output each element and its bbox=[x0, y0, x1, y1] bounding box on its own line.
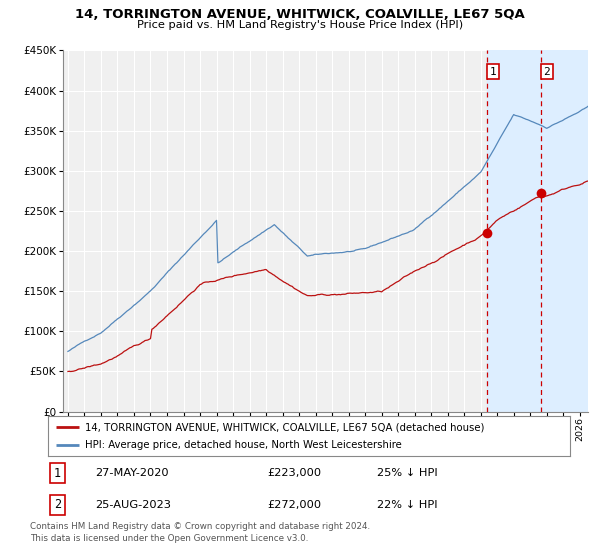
Text: 2: 2 bbox=[544, 67, 550, 77]
Text: £223,000: £223,000 bbox=[267, 468, 322, 478]
Text: 14, TORRINGTON AVENUE, WHITWICK, COALVILLE, LE67 5QA (detached house): 14, TORRINGTON AVENUE, WHITWICK, COALVIL… bbox=[85, 422, 484, 432]
Text: 2: 2 bbox=[54, 498, 61, 511]
Text: HPI: Average price, detached house, North West Leicestershire: HPI: Average price, detached house, Nort… bbox=[85, 440, 401, 450]
Text: 1: 1 bbox=[54, 466, 61, 480]
Bar bbox=[541, 50, 588, 412]
Text: 22% ↓ HPI: 22% ↓ HPI bbox=[377, 500, 437, 510]
Text: 25% ↓ HPI: 25% ↓ HPI bbox=[377, 468, 437, 478]
Text: Contains HM Land Registry data © Crown copyright and database right 2024.
This d: Contains HM Land Registry data © Crown c… bbox=[30, 522, 370, 543]
Text: 25-AUG-2023: 25-AUG-2023 bbox=[95, 500, 171, 510]
Text: Price paid vs. HM Land Registry's House Price Index (HPI): Price paid vs. HM Land Registry's House … bbox=[137, 20, 463, 30]
Text: £272,000: £272,000 bbox=[267, 500, 322, 510]
Text: 1: 1 bbox=[490, 67, 497, 77]
Text: 14, TORRINGTON AVENUE, WHITWICK, COALVILLE, LE67 5QA: 14, TORRINGTON AVENUE, WHITWICK, COALVIL… bbox=[75, 8, 525, 21]
Bar bbox=[487, 50, 588, 412]
Text: 27-MAY-2020: 27-MAY-2020 bbox=[95, 468, 169, 478]
